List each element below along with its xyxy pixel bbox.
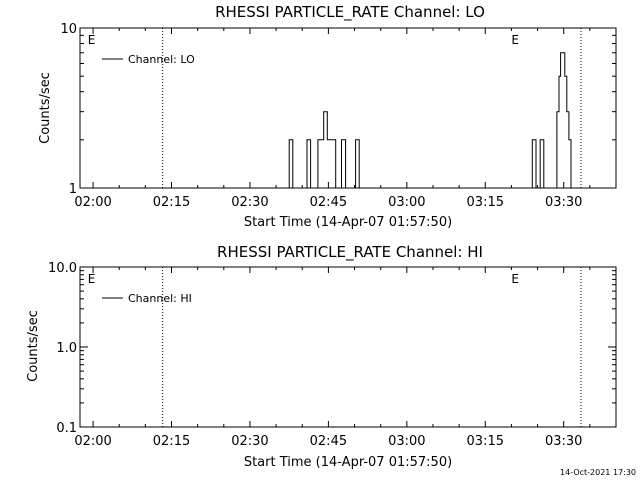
- lo-x-tick-label: 03:15: [467, 195, 504, 210]
- hi-x-tick-label: 02:15: [153, 434, 190, 449]
- hi-x-tick-label: 02:30: [231, 434, 268, 449]
- lo-x-tick-label: 03:30: [545, 195, 582, 210]
- hi-x-tick-label: 03:15: [467, 434, 504, 449]
- hi-y-tick-label: 0.1: [56, 421, 77, 436]
- hi-x-tick-label: 02:45: [310, 434, 347, 449]
- lo-x-tick-label: 02:15: [153, 195, 190, 210]
- lo-marker-label: E: [511, 33, 519, 47]
- hi-y-tick-label: 10.0: [48, 261, 77, 276]
- hi-legend-label: Channel: HI: [128, 292, 192, 305]
- lo-y-axis-label: Counts/sec: [38, 72, 53, 144]
- lo-x-tick-label: 02:30: [231, 195, 268, 210]
- hi-x-tick-label: 03:00: [388, 434, 425, 449]
- lo-series-line: [287, 52, 577, 189]
- hi-marker-label: E: [88, 272, 96, 286]
- hi-x-tick-label: 03:30: [545, 434, 582, 449]
- lo-x-tick-label: 03:00: [388, 195, 425, 210]
- lo-x-tick-label: 02:45: [310, 195, 347, 210]
- hi-x-axis-label: Start Time (14-Apr-07 01:57:50): [244, 455, 452, 470]
- lo-marker-label: E: [88, 33, 96, 47]
- lo-y-tick-label: 10: [60, 22, 77, 37]
- hi-plot-frame: [79, 266, 617, 428]
- lo-y-tick-label: 1: [69, 182, 77, 197]
- lo-legend-label: Channel: LO: [128, 53, 195, 66]
- hi-chart-title: RHESSI PARTICLE_RATE Channel: HI: [217, 243, 483, 262]
- lo-chart-title: RHESSI PARTICLE_RATE Channel: LO: [215, 3, 485, 22]
- hi-marker-label: E: [511, 272, 519, 286]
- footer-timestamp: 14-Oct-2021 17:30: [560, 468, 636, 477]
- lo-channel-panel: RHESSI PARTICLE_RATE Channel: LO Counts/…: [38, 3, 617, 230]
- lo-x-tick-label: 02:00: [74, 195, 111, 210]
- hi-channel-panel: RHESSI PARTICLE_RATE Channel: HI Counts/…: [26, 243, 617, 470]
- hi-x-tick-label: 02:00: [74, 434, 111, 449]
- hi-y-tick-label: 1.0: [56, 341, 77, 356]
- lo-x-axis-label: Start Time (14-Apr-07 01:57:50): [244, 215, 452, 230]
- hi-y-axis-label: Counts/sec: [26, 310, 41, 382]
